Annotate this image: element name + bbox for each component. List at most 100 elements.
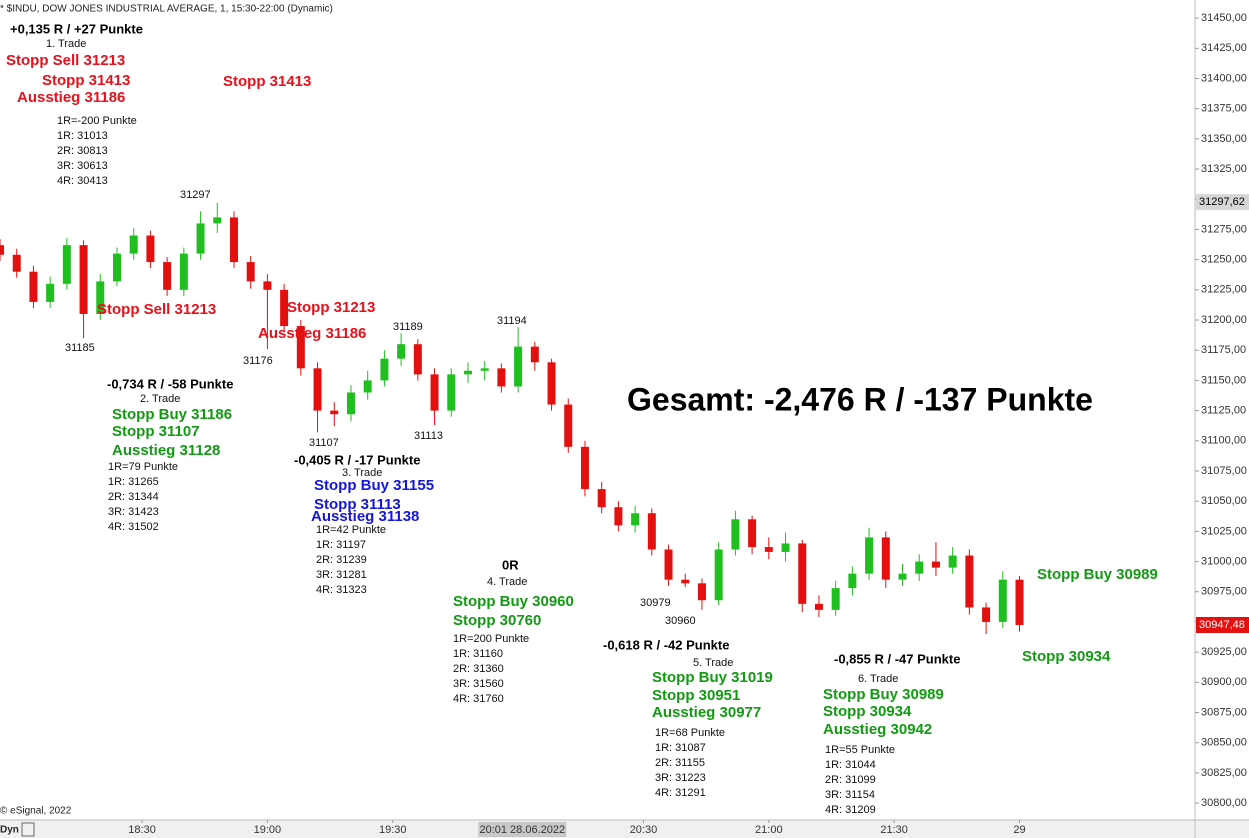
x-tick-label: 29: [1013, 824, 1025, 836]
candle-body: [647, 513, 656, 550]
candle-body: [229, 217, 238, 263]
candle-body: [0, 245, 4, 255]
annotation: 1R=79 Punkte: [108, 461, 178, 473]
candle-body: [12, 254, 21, 272]
y-tick-label: 30975,00: [1201, 586, 1247, 598]
x-tick-label: 19:00: [254, 824, 282, 836]
candle-body: [79, 245, 88, 314]
annotation: 31113: [414, 430, 443, 442]
candle-body: [497, 368, 506, 387]
y-tick-label: 31075,00: [1201, 465, 1247, 477]
annotation: 3R: 31560: [453, 678, 504, 690]
mode-label[interactable]: Dyn: [0, 825, 19, 836]
y-tick-label: 31000,00: [1201, 555, 1247, 567]
annotation: Stopp 31107: [112, 423, 200, 440]
annotation: Stopp 30951: [652, 687, 740, 704]
annotation: Stopp Sell 31213: [6, 52, 125, 69]
annotation: 2R: 31360: [453, 663, 504, 675]
candle-body: [931, 561, 940, 568]
candle-body: [564, 404, 573, 447]
candle-body: [313, 368, 322, 411]
candle-body: [982, 607, 991, 622]
candle-body: [681, 579, 690, 584]
candle-body: [447, 374, 456, 411]
candle-body: [46, 283, 55, 302]
annotation: 31185: [65, 342, 95, 354]
candle-body: [112, 253, 121, 282]
y-tick-label: 31250,00: [1201, 254, 1247, 266]
annotation: -0,855 R / -47 Punkte: [834, 651, 960, 666]
candle-body: [1015, 579, 1024, 625]
y-tick-label: 30850,00: [1201, 737, 1247, 749]
price-marker: [1196, 616, 1249, 633]
y-tick-label: 31275,00: [1201, 223, 1247, 235]
candle-body: [764, 547, 773, 552]
candle-body: [430, 374, 439, 411]
annotation: Stopp 31113: [314, 496, 401, 513]
annotation: Stopp 30934: [823, 703, 912, 720]
candle-body: [814, 603, 823, 610]
candle-body: [915, 561, 924, 574]
candle-body: [831, 588, 840, 610]
chart-title: * $INDU, DOW JONES INDUSTRIAL AVERAGE, 1…: [0, 4, 333, 15]
annotation: 3R: 31223: [655, 772, 706, 784]
candle-body: [580, 446, 589, 490]
y-tick-label: 31125,00: [1201, 405, 1246, 417]
annotation: 1R: 31044: [825, 759, 876, 771]
y-tick-label: 31050,00: [1201, 495, 1247, 507]
annotation: Ausstieg 31128: [112, 442, 220, 459]
candle-body: [898, 573, 907, 580]
annotation: 31176: [243, 355, 273, 367]
y-tick-label: 30925,00: [1201, 646, 1247, 658]
annotation: 2R: 31099: [825, 774, 876, 786]
annotation: 1R: 31087: [655, 742, 706, 754]
annotation: Stopp Buy 31019: [652, 669, 773, 686]
annotation: 0R: [502, 557, 519, 572]
candle-body: [547, 362, 556, 405]
annotation: 3R: 30613: [57, 160, 108, 172]
lock-icon[interactable]: [21, 822, 35, 837]
annotation: +0,135 R / +27 Punkte: [10, 21, 143, 36]
y-tick-label: 31150,00: [1201, 374, 1246, 386]
x-tick-label: 18:30: [128, 824, 156, 836]
candle-body: [881, 537, 890, 580]
annotation: 31297: [180, 189, 211, 201]
annotation: 3R: 31154: [825, 789, 875, 801]
footer: © eSignal, 2022: [0, 806, 72, 817]
y-tick-label: 30900,00: [1201, 676, 1247, 688]
annotation: 4R: 31323: [316, 584, 367, 596]
y-tick-label: 30825,00: [1201, 767, 1247, 779]
annotation: Ausstieg 31186: [258, 325, 366, 342]
annotation: 1R=200 Punkte: [453, 633, 529, 645]
y-tick-label: 31325,00: [1201, 163, 1247, 175]
candle-body: [714, 549, 723, 601]
annotation: Stopp Sell 31213: [97, 301, 216, 318]
y-tick-label: 31450,00: [1201, 12, 1247, 24]
x-tick-label: 20:01 28.06.2022: [479, 824, 565, 836]
candle-body: [129, 235, 138, 254]
candle-body: [514, 346, 523, 387]
annotation: 2. Trade: [140, 393, 180, 405]
price-marker-label: 31297,62: [1199, 196, 1245, 208]
candle-body: [631, 513, 640, 526]
annotation: 1. Trade: [46, 38, 86, 50]
candle-body: [614, 507, 623, 526]
annotation: Stopp Buy 31186: [112, 406, 232, 423]
candle-body: [998, 579, 1007, 622]
x-tick-label: 19:30: [379, 824, 407, 836]
candle-body: [463, 370, 472, 375]
annotation: 3R: 31423: [108, 506, 159, 518]
y-tick-label: 31100,00: [1201, 435, 1246, 447]
annotation: 5. Trade: [693, 657, 733, 669]
annotation: 1R=55 Punkte: [825, 744, 895, 756]
annotation: -0,405 R / -17 Punkte: [294, 452, 420, 467]
annotation: 6. Trade: [858, 673, 898, 685]
y-tick-label: 30800,00: [1201, 797, 1247, 809]
annotation: 4R: 31760: [453, 693, 504, 705]
y-tick-label: 31175,00: [1201, 344, 1246, 356]
annotation: 1R: 31197: [316, 539, 366, 551]
candle-body: [664, 549, 673, 580]
annotation: Stopp 30760: [453, 612, 541, 629]
annotation: 31189: [393, 321, 423, 333]
candle-body: [748, 519, 757, 548]
